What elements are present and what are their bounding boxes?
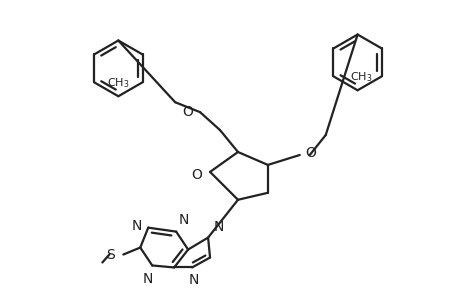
Text: N: N [143, 272, 153, 286]
Text: N: N [189, 273, 199, 287]
Text: O: O [191, 168, 202, 182]
Text: CH$_3$: CH$_3$ [350, 70, 372, 84]
Text: N: N [178, 213, 188, 226]
Text: O: O [304, 146, 315, 160]
Text: N: N [132, 219, 142, 232]
Text: CH$_3$: CH$_3$ [107, 76, 129, 90]
Text: S: S [106, 248, 115, 262]
Text: N: N [213, 220, 224, 234]
Text: O: O [182, 105, 193, 119]
